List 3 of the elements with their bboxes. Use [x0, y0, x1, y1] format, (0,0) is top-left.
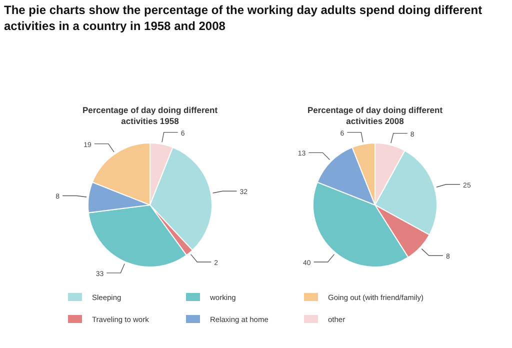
chart-title: Percentage of day doing different activities 2008 [307, 105, 443, 126]
chart-title: Percentage of day doing different activities 1958 [82, 105, 218, 126]
text: The pie charts show the percentage of the working day adults spend doing different activities in a country in 1958 and 2008 [4, 3, 482, 33]
